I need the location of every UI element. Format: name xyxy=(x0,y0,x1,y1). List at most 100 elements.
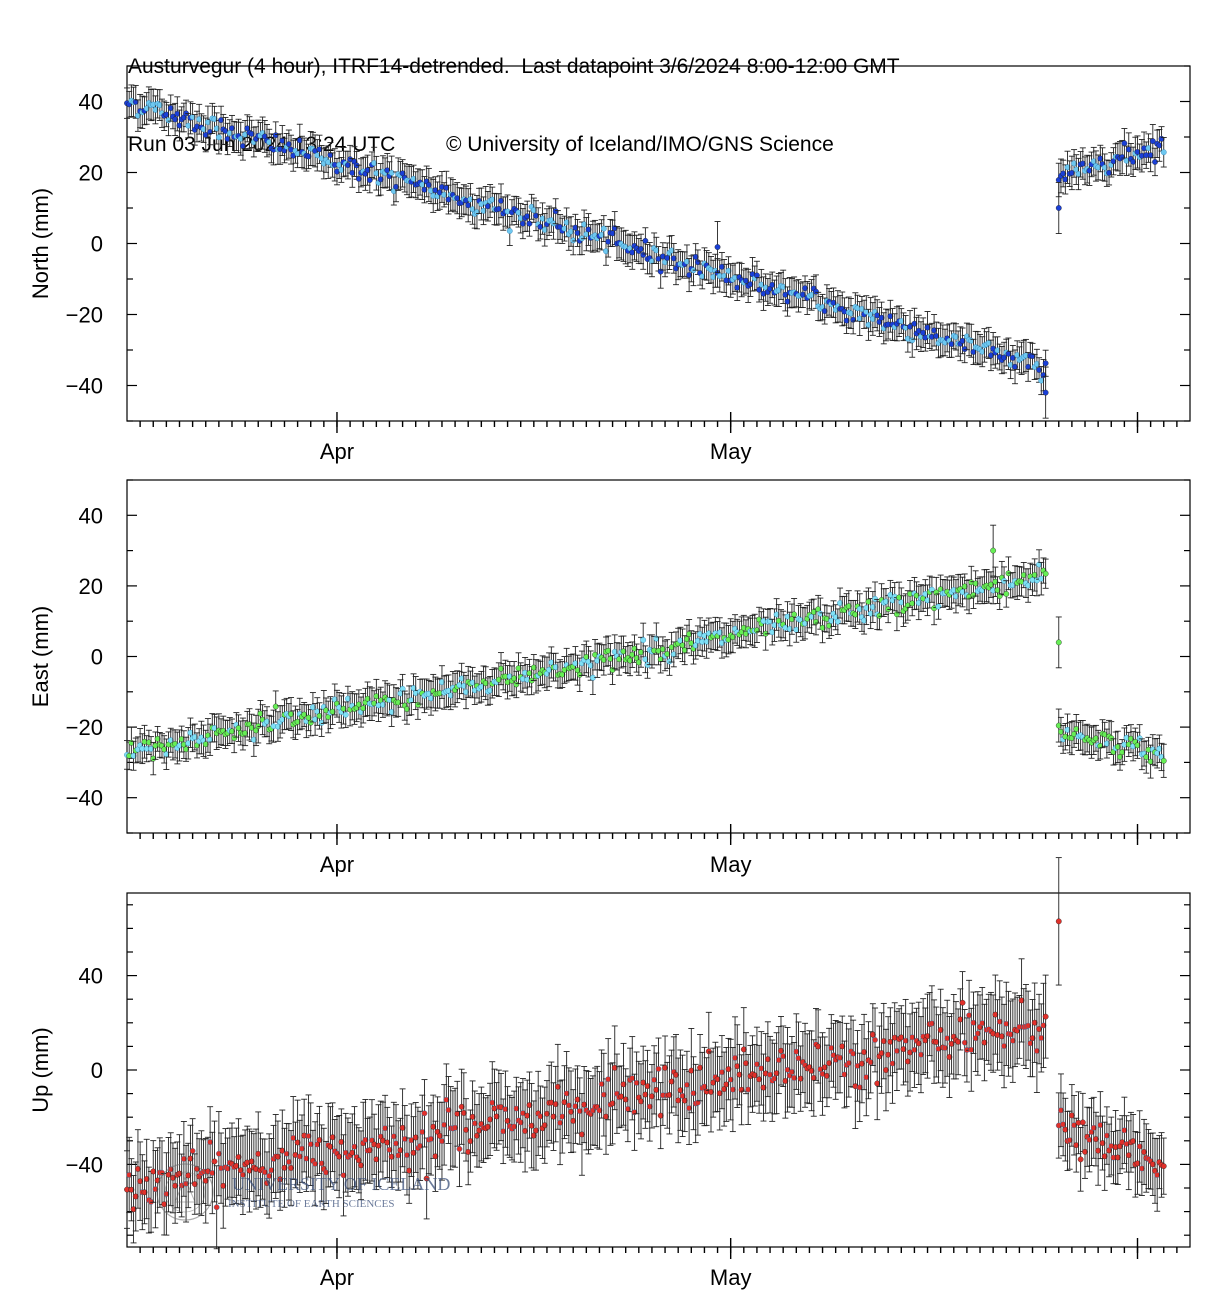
data-point xyxy=(559,671,566,678)
y-tick-label: 20 xyxy=(79,574,103,599)
data-point xyxy=(290,1135,297,1141)
data-point xyxy=(288,711,294,717)
data-point xyxy=(526,670,533,677)
data-point xyxy=(355,175,362,182)
data-point xyxy=(257,710,264,717)
data-point xyxy=(511,1123,518,1130)
data-point xyxy=(255,1150,262,1157)
data-point xyxy=(528,1122,535,1129)
data-point xyxy=(423,1175,430,1182)
data-point xyxy=(495,205,502,212)
data-point xyxy=(250,736,257,743)
data-point xyxy=(931,327,937,334)
data-point xyxy=(373,170,380,177)
data-point xyxy=(961,346,968,352)
data-point xyxy=(929,586,935,593)
data-point xyxy=(135,1166,141,1172)
y-tick-label: 0 xyxy=(91,645,103,670)
data-point xyxy=(1042,570,1049,577)
data-point xyxy=(397,1147,404,1154)
data-point xyxy=(994,587,1001,594)
data-point xyxy=(310,704,316,711)
data-point xyxy=(526,1102,533,1108)
data-point xyxy=(581,1101,588,1108)
data-point xyxy=(469,679,476,686)
data-point xyxy=(1079,160,1086,167)
data-point xyxy=(176,122,183,129)
data-point xyxy=(412,1134,419,1141)
y-axis-title: East (mm) xyxy=(28,606,53,707)
data-point xyxy=(307,1141,314,1148)
data-point xyxy=(898,318,905,324)
data-point xyxy=(305,714,312,721)
data-point xyxy=(659,646,666,653)
data-point xyxy=(264,1180,270,1186)
data-point xyxy=(500,1128,507,1135)
data-point xyxy=(948,341,955,347)
data-point xyxy=(1119,749,1126,756)
data-point xyxy=(664,651,671,657)
data-point xyxy=(318,1160,325,1167)
data-point xyxy=(191,1181,198,1187)
data-point xyxy=(362,1136,369,1143)
data-point xyxy=(382,1125,388,1132)
data-point xyxy=(272,132,279,139)
data-point xyxy=(130,1206,137,1213)
data-point xyxy=(399,1124,406,1131)
data-point xyxy=(1001,354,1007,361)
x-tick-label: Apr xyxy=(320,439,354,464)
data-point xyxy=(314,152,321,159)
data-point xyxy=(296,1153,303,1160)
data-point xyxy=(465,1149,472,1155)
data-point xyxy=(143,105,150,112)
data-point xyxy=(1149,138,1156,145)
data-point xyxy=(913,592,920,599)
data-point xyxy=(152,106,159,113)
data-point xyxy=(605,647,612,654)
y-tick-label: 40 xyxy=(79,964,103,989)
data-point xyxy=(393,1140,399,1147)
data-point xyxy=(345,695,351,702)
data-point xyxy=(996,593,1003,599)
data-point xyxy=(686,272,693,278)
data-point xyxy=(432,1153,439,1160)
data-point xyxy=(493,1113,500,1120)
data-point xyxy=(828,617,835,624)
data-point xyxy=(642,656,649,663)
data-point xyxy=(684,636,690,642)
data-point xyxy=(1095,164,1102,171)
y-tick-label: −40 xyxy=(66,1152,103,1177)
data-point xyxy=(574,1096,581,1103)
data-point xyxy=(935,603,942,610)
data-point xyxy=(143,1176,150,1182)
y-axis-title: North (mm) xyxy=(28,188,53,299)
data-point xyxy=(605,238,612,245)
data-point xyxy=(211,116,218,122)
data-point xyxy=(458,1103,465,1110)
data-point xyxy=(248,130,255,137)
data-point xyxy=(686,631,693,637)
data-point xyxy=(417,1143,423,1149)
data-point xyxy=(388,709,395,715)
data-point xyxy=(861,617,868,624)
data-point xyxy=(526,220,533,227)
data-point xyxy=(189,1147,196,1154)
data-point xyxy=(390,1133,397,1140)
data-point xyxy=(856,606,863,612)
data-point xyxy=(294,718,301,725)
data-point xyxy=(874,312,881,319)
data-point xyxy=(132,1193,139,1200)
data-point xyxy=(572,224,579,231)
data-point xyxy=(213,125,220,132)
data-point xyxy=(554,1083,561,1090)
data-point xyxy=(616,656,623,663)
data-point xyxy=(1036,561,1042,568)
data-point xyxy=(1134,742,1141,749)
data-point xyxy=(1003,591,1010,597)
data-point xyxy=(345,162,351,168)
data-point xyxy=(572,660,579,667)
outlier-point xyxy=(1042,389,1049,396)
data-point xyxy=(552,208,559,215)
header-line-2: Run 03 Jun 2024 13:24 UTC © University of… xyxy=(128,132,900,158)
data-point xyxy=(1031,572,1038,578)
